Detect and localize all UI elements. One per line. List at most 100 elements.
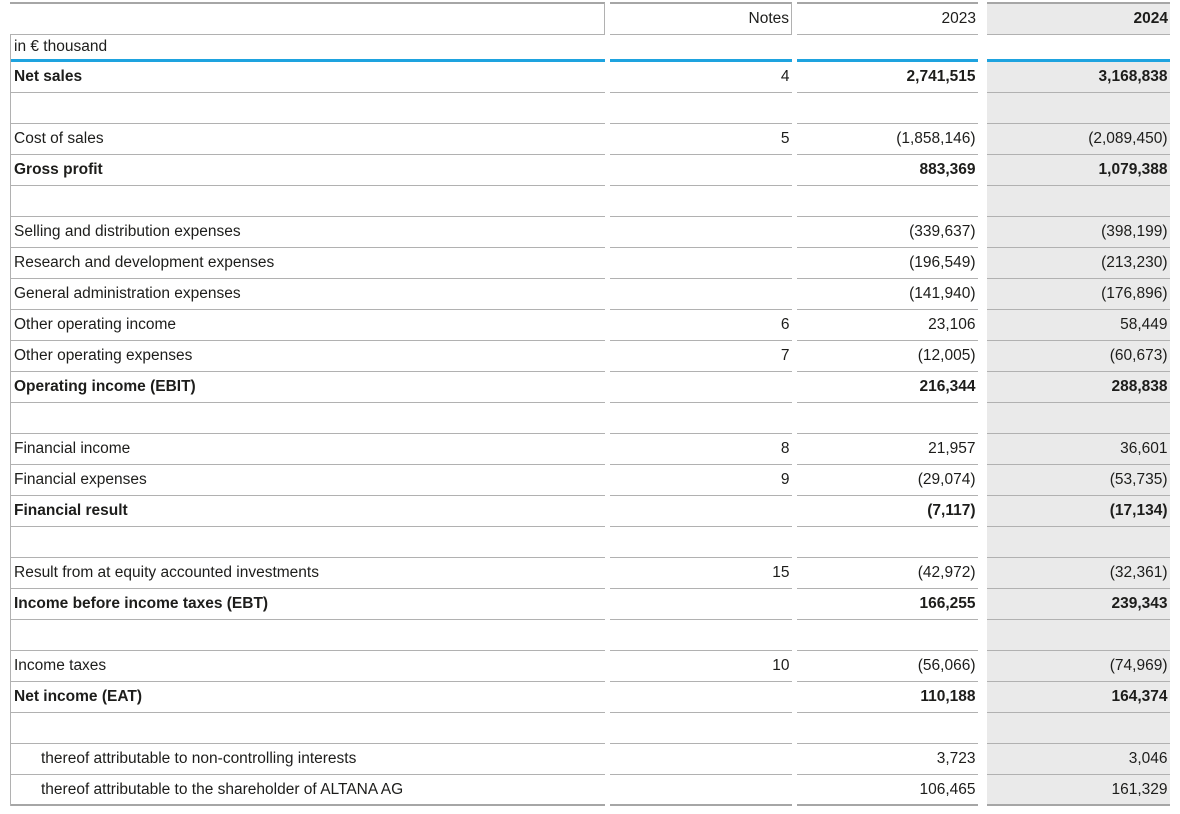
row-2024-cell: (176,896) xyxy=(986,279,1170,310)
row-2024-cell: 36,601 xyxy=(986,434,1170,465)
row-label-cell: Research and development expenses xyxy=(11,248,605,279)
row-2024-cell: 58,449 xyxy=(986,310,1170,341)
row-notes-cell xyxy=(609,279,792,310)
row-notes-cell xyxy=(609,372,792,403)
row-2024-cell: 164,374 xyxy=(986,682,1170,713)
row-notes-cell: 15 xyxy=(609,558,792,589)
row-2023-cell xyxy=(796,527,978,558)
row-label-cell: Other operating income xyxy=(11,310,605,341)
row-notes-cell: 6 xyxy=(609,310,792,341)
income-statement-table: Notes 2023 2024 in € thousand Net sales 4… xyxy=(10,2,1170,806)
row-notes-cell xyxy=(609,620,792,651)
table-row: General administration expenses (141,940)… xyxy=(11,279,1170,310)
row-2023-cell xyxy=(796,186,978,217)
row-notes-cell: 5 xyxy=(609,124,792,155)
table-row: Gross profit 883,369 1,079,388 xyxy=(11,155,1170,186)
row-label-cell: Income taxes xyxy=(11,651,605,682)
row-label-cell: thereof attributable to the shareholder … xyxy=(11,775,605,806)
row-2023-cell: (42,972) xyxy=(796,558,978,589)
row-notes-cell xyxy=(609,155,792,186)
row-2023-cell: 110,188 xyxy=(796,682,978,713)
row-label-cell xyxy=(11,186,605,217)
row-2024-cell xyxy=(986,527,1170,558)
row-label-cell: Result from at equity accounted investme… xyxy=(11,558,605,589)
row-notes-cell xyxy=(609,217,792,248)
row-notes-cell xyxy=(609,589,792,620)
spacer-row xyxy=(11,527,1170,558)
row-label-cell xyxy=(11,93,605,124)
row-label-cell: Financial income xyxy=(11,434,605,465)
row-label-cell: Selling and distribution expenses xyxy=(11,217,605,248)
row-2023-cell: 883,369 xyxy=(796,155,978,186)
row-label-cell: thereof attributable to non-controlling … xyxy=(11,744,605,775)
row-2023-cell xyxy=(796,713,978,744)
row-2024-cell: 288,838 xyxy=(986,372,1170,403)
row-2023-cell: 2,741,515 xyxy=(796,62,978,93)
row-label-cell: Cost of sales xyxy=(11,124,605,155)
spacer-row xyxy=(11,93,1170,124)
row-notes-cell xyxy=(609,744,792,775)
row-notes-cell: 4 xyxy=(609,62,792,93)
row-2024-cell: (398,199) xyxy=(986,217,1170,248)
row-2024-cell: (74,969) xyxy=(986,651,1170,682)
row-2024-cell: 239,343 xyxy=(986,589,1170,620)
row-label-cell: Income before income taxes (EBT) xyxy=(11,589,605,620)
row-notes-cell: 10 xyxy=(609,651,792,682)
row-2024-cell: (32,361) xyxy=(986,558,1170,589)
row-2023-cell xyxy=(796,620,978,651)
row-2024-cell: 161,329 xyxy=(986,775,1170,806)
row-notes-cell: 9 xyxy=(609,465,792,496)
row-label-cell xyxy=(11,403,605,434)
row-label-cell xyxy=(11,713,605,744)
table-rows: Net sales 4 2,741,515 3,168,838 Cost of sale… xyxy=(11,62,1170,806)
unit-2024-cell xyxy=(986,35,1170,62)
row-2023-cell: (141,940) xyxy=(796,279,978,310)
row-notes-cell xyxy=(609,713,792,744)
row-2023-cell xyxy=(796,93,978,124)
row-2023-cell: 3,723 xyxy=(796,744,978,775)
table-row: Selling and distribution expenses (339,63… xyxy=(11,217,1170,248)
row-label-cell xyxy=(11,527,605,558)
unit-row: in € thousand xyxy=(11,35,1170,62)
row-2024-cell: (213,230) xyxy=(986,248,1170,279)
table-header-row: Notes 2023 2024 xyxy=(10,2,1170,35)
unit-notes-cell xyxy=(609,35,792,62)
table-row: Cost of sales 5 (1,858,146) (2,089,450) xyxy=(11,124,1170,155)
table-row: Financial expenses 9 (29,074) (53,735) xyxy=(11,465,1170,496)
row-2023-cell: 216,344 xyxy=(796,372,978,403)
row-2023-cell: (339,637) xyxy=(796,217,978,248)
row-notes-cell: 7 xyxy=(609,341,792,372)
row-notes-cell xyxy=(609,775,792,806)
row-2023-cell: 106,465 xyxy=(796,775,978,806)
row-label-cell: Net income (EAT) xyxy=(11,682,605,713)
row-notes-cell xyxy=(609,93,792,124)
row-notes-cell xyxy=(609,248,792,279)
row-2023-cell: 21,957 xyxy=(796,434,978,465)
row-notes-cell xyxy=(609,496,792,527)
row-2024-cell: (17,134) xyxy=(986,496,1170,527)
table-row: Other operating income 6 23,106 58,449 xyxy=(11,310,1170,341)
row-label-cell: Operating income (EBIT) xyxy=(11,372,605,403)
row-2023-cell: 23,106 xyxy=(796,310,978,341)
table-row: Result from at equity accounted investme… xyxy=(11,558,1170,589)
unit-label: in € thousand xyxy=(11,35,605,62)
row-2023-cell: (12,005) xyxy=(796,341,978,372)
row-label-cell: General administration expenses xyxy=(11,279,605,310)
row-2023-cell: (196,549) xyxy=(796,248,978,279)
spacer-row xyxy=(11,403,1170,434)
row-2024-cell: (60,673) xyxy=(986,341,1170,372)
table-row: Net sales 4 2,741,515 3,168,838 xyxy=(11,62,1170,93)
table-row: Net income (EAT) 110,188 164,374 xyxy=(11,682,1170,713)
row-notes-cell xyxy=(609,682,792,713)
row-2023-cell: (29,074) xyxy=(796,465,978,496)
unit-2023-cell xyxy=(796,35,978,62)
row-2024-cell: (53,735) xyxy=(986,465,1170,496)
row-2024-cell xyxy=(986,620,1170,651)
table-row: Income before income taxes (EBT) 166,255 2… xyxy=(11,589,1170,620)
row-2024-cell xyxy=(986,403,1170,434)
table-body: in € thousand Net sales 4 2,741,515 3,168,8… xyxy=(10,35,1170,806)
table-row: Financial result (7,117) (17,134) xyxy=(11,496,1170,527)
header-2023-cell: 2023 xyxy=(797,2,978,35)
row-notes-cell xyxy=(609,527,792,558)
